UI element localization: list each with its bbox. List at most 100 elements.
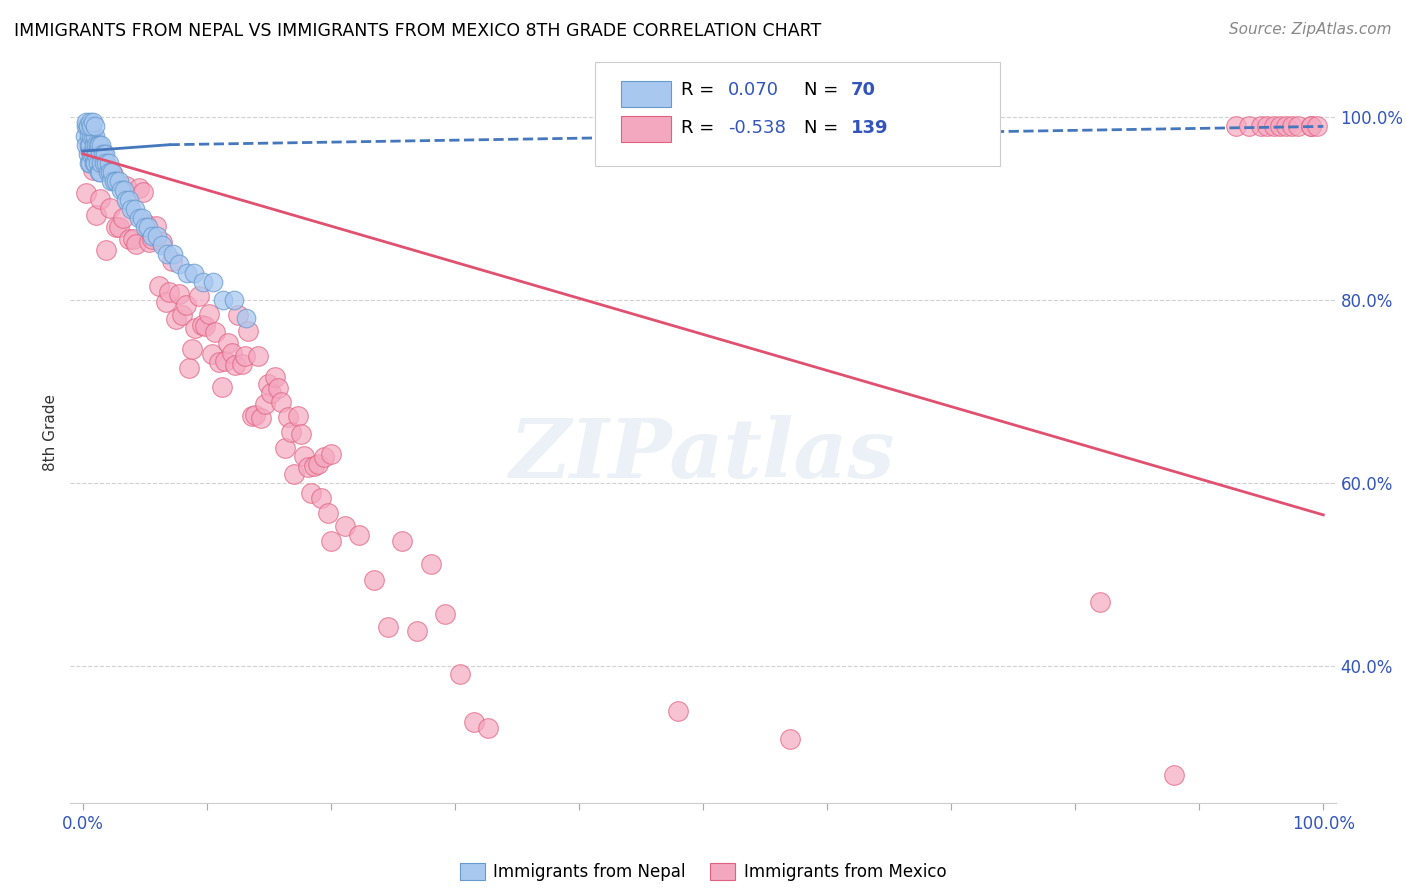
Point — [75, 115, 97, 129]
Point — [211, 380, 233, 394]
Point — [231, 357, 253, 371]
Point — [79, 120, 101, 134]
Point — [299, 486, 322, 500]
Point — [103, 174, 125, 188]
Point — [110, 183, 132, 197]
Point — [1275, 120, 1298, 134]
Point — [349, 527, 371, 541]
FancyBboxPatch shape — [596, 62, 1001, 166]
Point — [118, 232, 141, 246]
Point — [420, 558, 443, 572]
Point — [277, 409, 299, 424]
Point — [1256, 120, 1278, 134]
Point — [1163, 768, 1185, 782]
Text: ZIPatlas: ZIPatlas — [510, 415, 896, 495]
Point — [121, 232, 143, 246]
Text: R =: R = — [682, 120, 720, 137]
Point — [243, 408, 266, 422]
Point — [91, 146, 114, 161]
Point — [290, 427, 312, 442]
Point — [224, 359, 246, 373]
Point — [93, 156, 115, 170]
Point — [87, 165, 110, 179]
Point — [201, 275, 224, 289]
Point — [240, 409, 263, 424]
Point — [82, 146, 104, 161]
Point — [1281, 120, 1303, 134]
Point — [94, 146, 117, 161]
Point — [177, 360, 200, 375]
Point — [319, 533, 342, 548]
Text: Source: ZipAtlas.com: Source: ZipAtlas.com — [1229, 22, 1392, 37]
Point — [167, 286, 190, 301]
Point — [128, 211, 150, 225]
Point — [214, 353, 236, 368]
Point — [257, 377, 280, 392]
Point — [89, 165, 111, 179]
Point — [82, 128, 104, 143]
Text: 70: 70 — [851, 81, 876, 99]
Point — [1250, 120, 1272, 134]
Text: N =: N = — [804, 120, 844, 137]
Point — [134, 219, 156, 234]
Point — [87, 137, 110, 152]
Point — [184, 321, 207, 335]
Point — [80, 128, 103, 143]
Point — [86, 146, 108, 161]
Point — [124, 202, 146, 216]
Point — [1237, 120, 1260, 134]
Point — [267, 381, 290, 395]
Point — [138, 235, 160, 250]
Point — [280, 425, 302, 440]
Text: N =: N = — [804, 81, 844, 99]
Point — [197, 307, 219, 321]
Point — [86, 137, 108, 152]
Point — [181, 342, 204, 356]
Point — [183, 266, 205, 280]
Point — [80, 146, 103, 161]
Point — [176, 266, 198, 280]
Point — [247, 349, 270, 363]
Point — [86, 156, 108, 170]
Point — [79, 143, 101, 157]
Point — [304, 458, 326, 473]
Point — [283, 467, 305, 482]
Point — [96, 243, 118, 257]
Point — [98, 165, 121, 179]
Point — [96, 156, 118, 170]
Point — [105, 220, 128, 235]
Point — [434, 607, 457, 622]
Point — [76, 120, 98, 134]
Point — [228, 308, 250, 322]
Point — [96, 165, 118, 179]
Point — [77, 128, 100, 143]
Point — [75, 120, 97, 134]
Point — [75, 137, 97, 152]
Point — [307, 457, 329, 471]
Point — [363, 573, 385, 587]
Point — [1268, 120, 1291, 134]
Point — [273, 442, 295, 456]
Point — [1088, 595, 1111, 609]
Point — [76, 146, 98, 161]
Point — [115, 193, 138, 207]
Point — [146, 229, 169, 244]
Point — [233, 349, 256, 363]
Point — [89, 146, 111, 161]
Point — [1225, 120, 1247, 134]
Point — [112, 183, 135, 197]
Point — [84, 128, 107, 143]
Point — [75, 186, 97, 200]
Point — [76, 120, 98, 134]
Point — [294, 449, 316, 463]
Point — [217, 336, 239, 351]
Point — [270, 395, 292, 409]
Bar — [621, 116, 672, 142]
Point — [90, 156, 112, 170]
Point — [297, 459, 319, 474]
Point — [105, 174, 128, 188]
Point — [174, 298, 197, 312]
Point — [83, 137, 105, 152]
Point — [666, 705, 689, 719]
Point — [157, 285, 180, 299]
